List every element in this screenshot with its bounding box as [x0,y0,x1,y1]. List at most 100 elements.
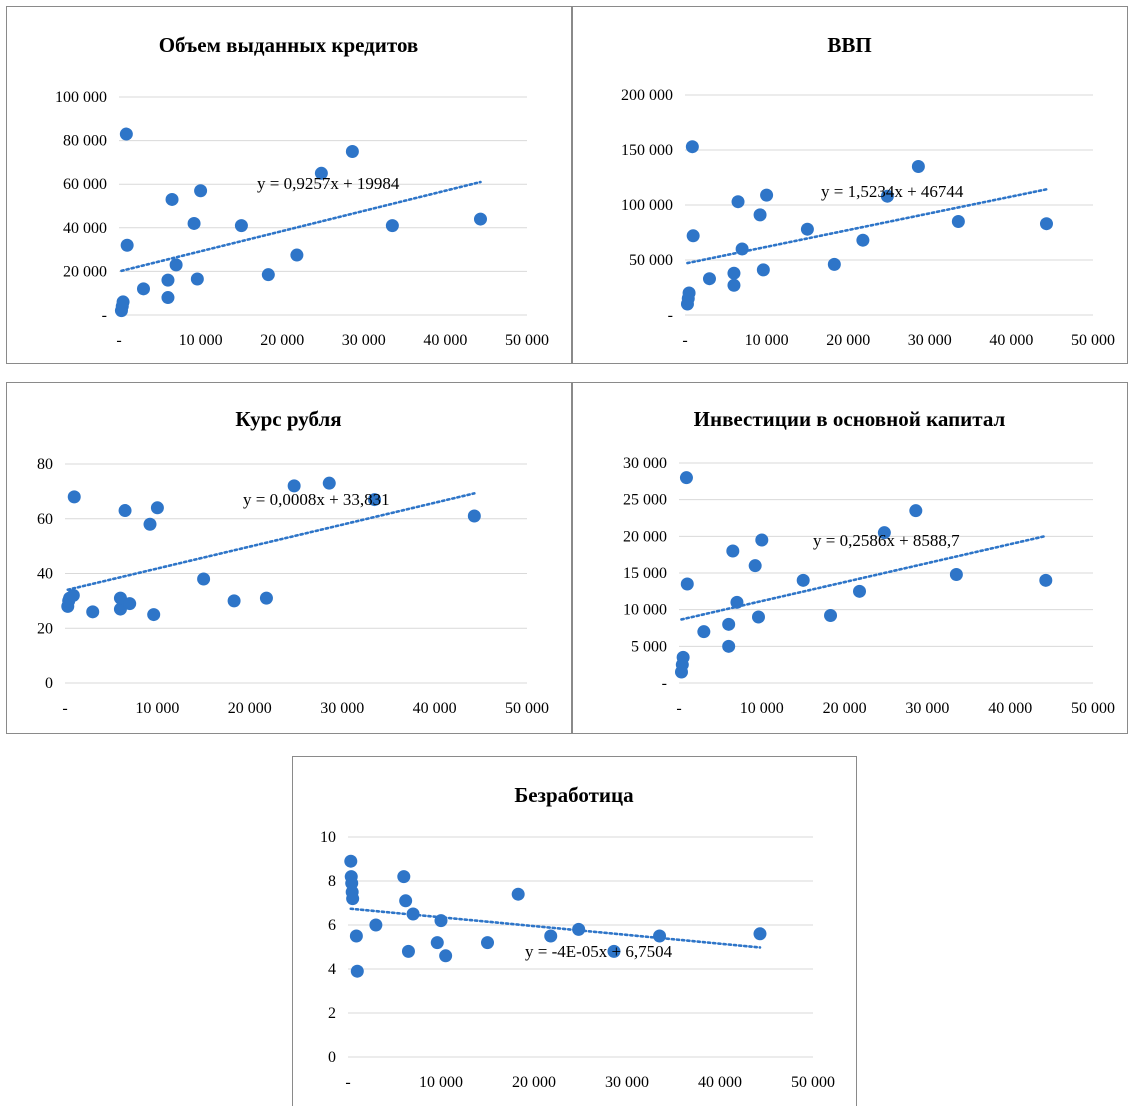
data-point [430,936,444,950]
x-tick-label: 30 000 [342,332,386,349]
x-tick-label: 20 000 [512,1074,556,1091]
data-point [143,517,157,531]
data-point [722,617,736,631]
y-tick-label: 0 [328,1049,336,1066]
data-point [161,291,175,305]
data-point [439,949,453,963]
y-tick-label: 150 000 [621,142,673,159]
data-point [197,572,211,586]
chart-title: Безработица [514,783,634,807]
chart-title: Инвестиции в основной капитал [694,407,1006,431]
data-point [753,208,767,222]
trendline-equation: y = -4E-05x + 6,7504 [525,942,673,961]
chart-unemployment: Безработица 0 2 4 6 8 10 - 10 000 20 000 30 000 40 … [320,783,835,1091]
trendline [686,188,1048,265]
data-point [259,591,273,605]
trendline-equation: y = 0,0008x + 33,831 [243,490,390,509]
data-point [880,189,894,203]
data-point [755,533,769,547]
y-tick-label: 100 000 [621,197,673,214]
data-point [385,219,399,233]
y-tick-label: 15 000 [623,565,667,582]
data-point [909,504,923,518]
data-point [368,493,382,507]
data-point [481,936,494,950]
x-tick-label: - [116,332,121,349]
data-point [735,242,749,256]
data-point [123,597,137,611]
data-point [345,145,359,158]
data-point [349,929,363,943]
data-point [680,577,694,591]
data-point [234,219,248,233]
x-tick-label: 40 000 [413,700,457,717]
y-tick-label: 20 [37,620,53,637]
trendline-equation: y = 1,5234x + 46744 [821,182,964,201]
y-tick-label: 20 000 [623,528,667,545]
chart-panel-credits: Объем выданных кредитов - 20 000 40 000 60 0… [6,6,572,364]
data-point [1039,217,1053,231]
y-tick-label: 10 000 [623,602,667,619]
y-tick-label: 100 000 [55,89,107,106]
y-tick-label: 4 [328,961,336,978]
x-tick-label: 40 000 [698,1074,742,1091]
data-point [682,286,696,300]
chart-title: Объем выданных кредитов [159,33,419,57]
data-point [287,479,301,493]
data-point [406,907,420,921]
chart-panel-investment: Инвестиции в основной капитал - 5 000 10 00… [572,382,1128,734]
data-point [730,595,744,609]
data-point [147,608,161,622]
data-point [399,894,413,908]
data-point [434,914,448,928]
data-point [702,272,716,286]
trendline [66,492,476,592]
x-tick-label: 10 000 [745,332,789,349]
x-tick-label: 20 000 [228,700,272,717]
data-point [653,929,667,943]
chart-credits: Объем выданных кредитов - 20 000 40 000 60 0… [55,33,549,349]
data-point [760,188,774,202]
data-point [227,594,241,608]
data-point [473,212,487,226]
data-point [397,870,411,884]
y-tick-label: - [668,307,673,324]
data-point [169,258,183,272]
data-point [676,650,690,664]
data-point [187,216,201,230]
y-tick-label: 80 [37,456,53,473]
y-tick-label: 50 000 [629,252,673,269]
y-tick-label: 60 000 [63,176,107,193]
data-point [369,918,383,932]
data-point [350,964,364,978]
data-point [116,295,130,309]
data-point [86,605,100,619]
data-point [346,892,360,906]
data-point [727,278,741,292]
data-point [756,263,770,277]
x-tick-label: - [682,332,687,349]
data-point [751,610,765,624]
y-tick-label: 80 000 [63,133,107,150]
x-tick-label: 10 000 [740,700,784,717]
x-tick-label: - [676,700,681,717]
y-tick-label: 200 000 [621,87,673,104]
data-point [344,854,358,868]
chart-investment: Инвестиции в основной капитал - 5 000 10 00… [623,407,1115,717]
data-point [67,490,81,504]
y-tick-label: 40 000 [63,220,107,237]
data-point [136,282,150,296]
chart-title: Курс рубля [235,407,341,431]
y-tick-label: 5 000 [631,638,667,655]
data-point [118,504,132,518]
data-point [165,192,179,206]
data-point [150,501,164,515]
x-tick-label: 30 000 [320,700,364,717]
x-tick-label: 40 000 [988,700,1032,717]
y-tick-label: - [662,675,667,692]
data-point [314,166,328,180]
data-point [290,248,304,262]
x-tick-label: 30 000 [605,1074,649,1091]
y-tick-label: 8 [328,873,336,890]
x-tick-label: 50 000 [791,1074,835,1091]
